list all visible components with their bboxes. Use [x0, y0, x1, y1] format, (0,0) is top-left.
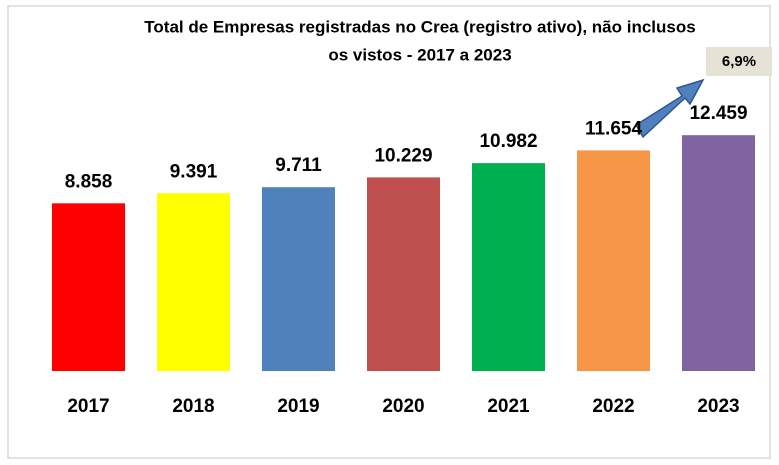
value-label: 9.711	[275, 155, 322, 176]
x-tick-label: 2017	[67, 396, 109, 417]
bar	[682, 135, 755, 371]
annotation-box	[706, 47, 772, 76]
bar	[157, 193, 230, 371]
x-tick-label: 2021	[487, 396, 530, 417]
value-label: 12.459	[689, 103, 747, 124]
chart-title: Total de Empresas registradas no Crea (r…	[144, 17, 695, 36]
annotation: 6,9%	[722, 53, 756, 70]
value-label: 8.858	[65, 171, 113, 192]
bar	[262, 187, 335, 371]
x-tick-label: 2019	[277, 396, 319, 417]
bar	[52, 203, 125, 371]
value-label: 10.982	[479, 131, 537, 152]
bar	[577, 150, 650, 371]
growth-arrow	[634, 78, 705, 139]
x-tick-label: 2020	[382, 396, 424, 417]
value-label: 9.391	[170, 161, 218, 182]
value-label: 11.654	[585, 118, 642, 139]
bar	[367, 177, 440, 371]
x-tick-label: 2018	[172, 396, 214, 417]
x-tick-label: 2022	[592, 396, 634, 417]
x-tick-label: 2023	[697, 396, 739, 417]
bar	[472, 163, 545, 371]
chart-title: os vistos - 2017 a 2023	[328, 45, 511, 64]
value-label: 10.229	[374, 145, 432, 166]
